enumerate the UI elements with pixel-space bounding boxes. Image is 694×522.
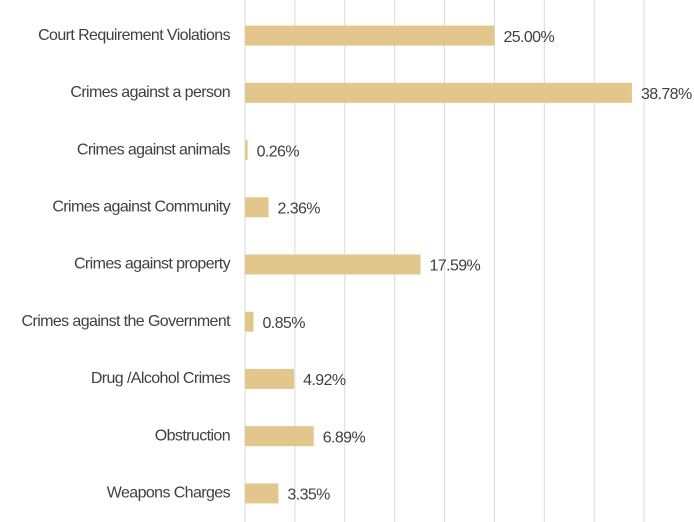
bar [245, 82, 632, 103]
data-label: 0.85% [262, 315, 305, 332]
bar [245, 311, 254, 332]
bar [245, 25, 495, 46]
data-label: 4.92% [303, 372, 346, 389]
data-label: 2.36% [278, 200, 321, 217]
bar [245, 197, 269, 218]
y-tick-label: Crimes against the Government [22, 313, 232, 330]
data-label: 38.78% [641, 86, 692, 103]
data-label: 17.59% [430, 258, 481, 275]
y-tick-label: Drug /Alcohol Crimes [91, 370, 231, 387]
data-label: 6.89% [323, 429, 366, 446]
y-tick-label: Obstruction [155, 427, 230, 444]
y-tick-label: Weapons Charges [107, 485, 231, 502]
y-tick-label: Crimes against animals [77, 141, 231, 158]
data-label: 0.26% [257, 143, 300, 160]
bar [245, 483, 279, 504]
data-label: 3.35% [287, 487, 330, 504]
data-label: 25.00% [503, 29, 554, 46]
bar [245, 368, 295, 389]
bar [245, 426, 314, 447]
y-tick-label: Crimes against property [74, 256, 231, 273]
y-tick-label: Court Requirement Violations [38, 27, 231, 44]
y-tick-label: Crimes against a person [70, 84, 230, 101]
bar [245, 254, 421, 275]
y-tick-label: Crimes against Community [52, 198, 230, 215]
bar [245, 140, 248, 161]
